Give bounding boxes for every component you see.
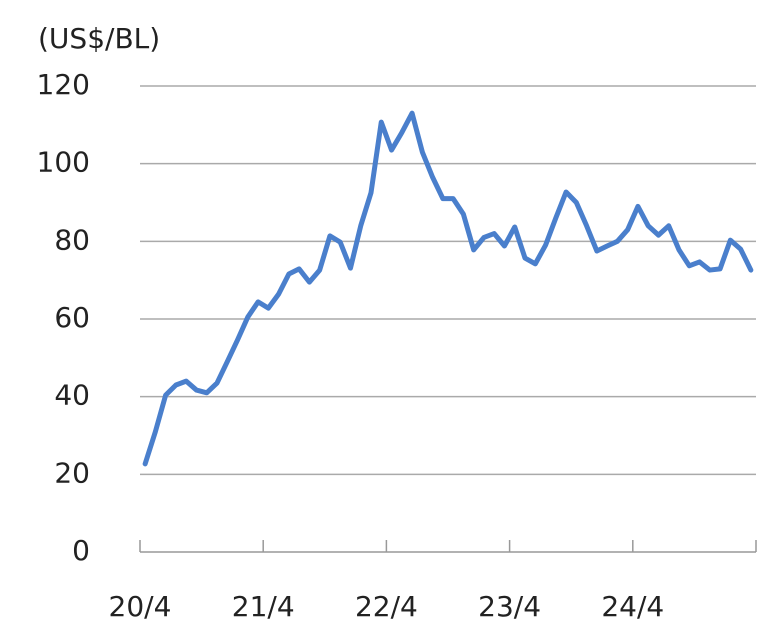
x-tick-label: 20/4 xyxy=(109,590,172,623)
y-tick-label: 0 xyxy=(72,534,90,567)
x-tick-label: 24/4 xyxy=(601,590,664,623)
chart-title: (US$/BL) xyxy=(38,22,160,55)
x-tick-label: 22/4 xyxy=(355,590,418,623)
y-tick-label: 100 xyxy=(37,146,90,179)
line-series xyxy=(142,110,754,467)
y-tick-label: 40 xyxy=(54,379,90,412)
x-tick-label: 21/4 xyxy=(232,590,295,623)
y-tick-label: 120 xyxy=(37,68,90,101)
y-tick-label: 80 xyxy=(54,223,90,256)
y-tick-label: 20 xyxy=(54,456,90,489)
y-tick-label: 60 xyxy=(54,301,90,334)
x-tick-label: 23/4 xyxy=(478,590,541,623)
